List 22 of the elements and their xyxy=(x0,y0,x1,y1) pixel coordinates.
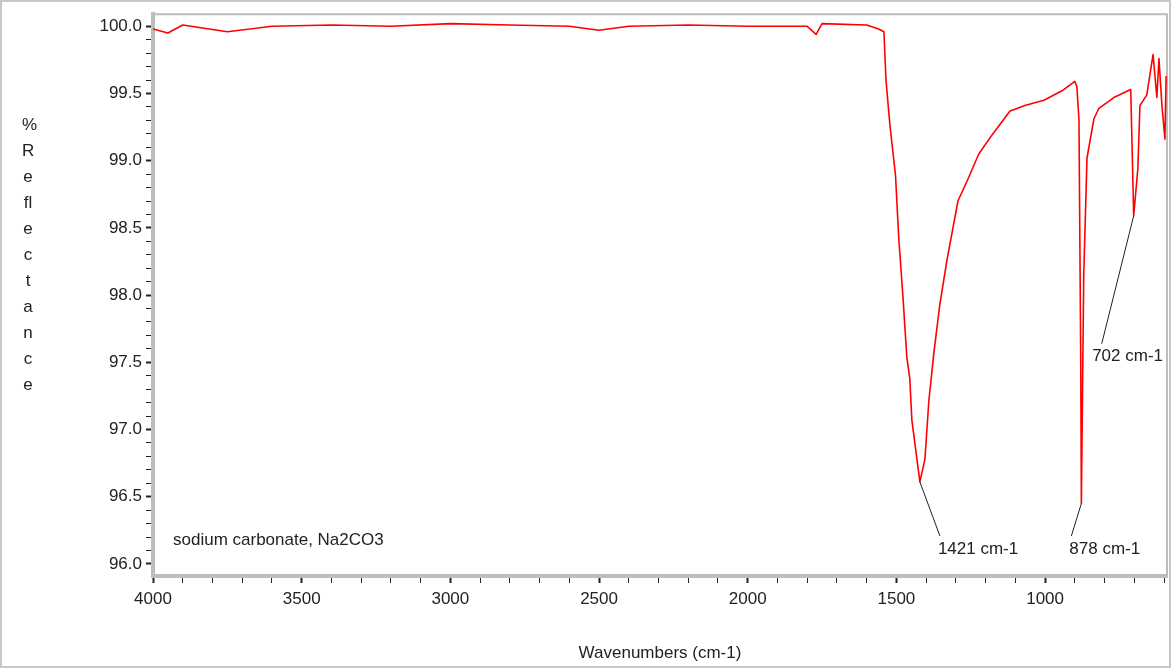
annotation: sodium carbonate, Na2CO3 xyxy=(173,529,384,549)
x-tick-label: 3500 xyxy=(282,588,321,608)
x-tick-label: 3000 xyxy=(431,588,470,608)
annotation: 702 cm-1 xyxy=(1092,346,1164,366)
x-tick-label: 1000 xyxy=(1026,588,1064,608)
annotation: 1421 cm-1 xyxy=(937,538,1019,558)
y-tick-label: 96.0 xyxy=(108,553,142,573)
y-tick-label: 99.5 xyxy=(108,83,142,103)
y-tick-label: 98.0 xyxy=(108,284,142,304)
y-tick-label: 98.5 xyxy=(108,217,142,237)
y-tick-label: 97.0 xyxy=(108,419,142,439)
x-tick-label: 4000 xyxy=(134,588,172,608)
y-tick-label: 100.0 xyxy=(99,15,142,35)
text: %Reflectance xyxy=(22,115,38,394)
x-tick-label: 2500 xyxy=(580,588,618,608)
y-tick-label: 96.5 xyxy=(108,486,142,506)
annotation: 878 cm-1 xyxy=(1069,538,1141,558)
x-tick-label: 2000 xyxy=(728,588,767,608)
x-tick-label: 1500 xyxy=(877,588,916,608)
y-tick-label: 97.5 xyxy=(108,351,142,371)
y-tick-label: 99.0 xyxy=(108,150,142,170)
x-axis-title: Wavenumbers (cm-1) xyxy=(578,643,742,663)
